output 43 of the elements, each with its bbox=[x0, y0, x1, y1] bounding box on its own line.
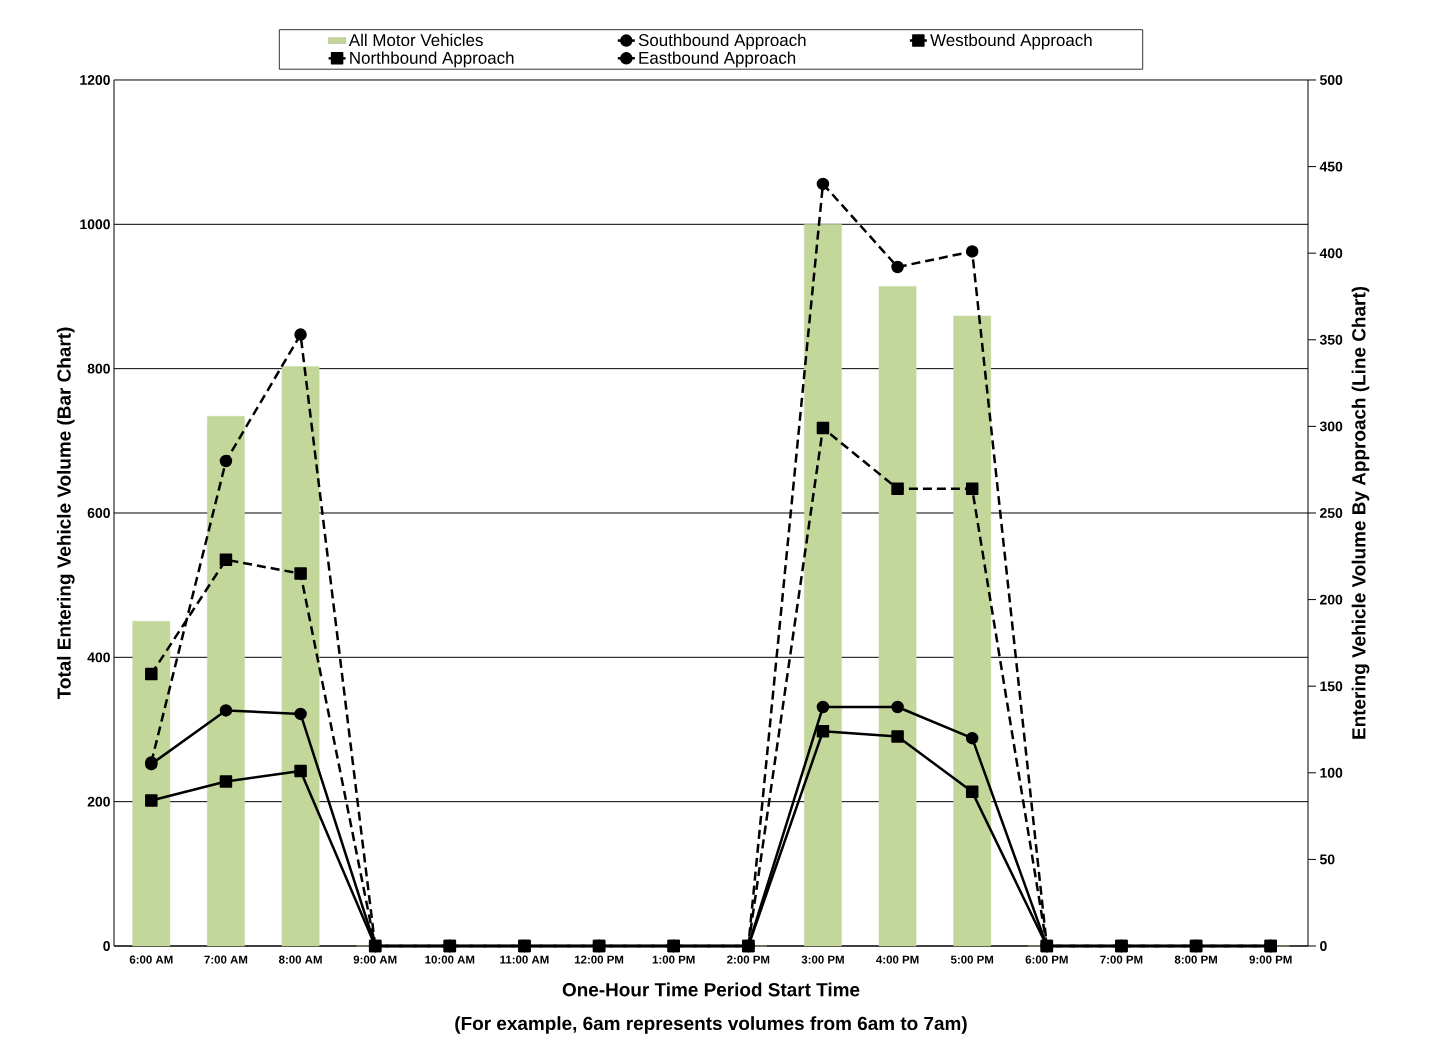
legend-label: Southbound Approach bbox=[638, 33, 806, 50]
y-axis-title: Total Entering Vehicle Volume (Bar Chart) bbox=[56, 327, 75, 700]
x-tick-label: 7:00 AM bbox=[204, 955, 248, 964]
y-tick-label: 800 bbox=[87, 363, 110, 374]
x-tick-label: 10:00 AM bbox=[425, 955, 475, 964]
y2-tick-label: 100 bbox=[1320, 767, 1343, 778]
legend-label: Eastbound Approach bbox=[639, 51, 796, 68]
y-tick-label: 1000 bbox=[80, 219, 110, 230]
x-tick-label: 7:00 PM bbox=[1100, 955, 1143, 964]
y-tick-label: 1200 bbox=[80, 75, 110, 85]
x-tick-label: 8:00 PM bbox=[1174, 955, 1217, 964]
x-tick-label: 3:00 PM bbox=[801, 955, 844, 964]
y2-tick-label: 200 bbox=[1320, 594, 1343, 605]
y-tick-label: 200 bbox=[87, 796, 110, 807]
y2-tick-label: 400 bbox=[1319, 248, 1343, 259]
x-tick-label: 1:00 PM bbox=[652, 955, 695, 964]
x-tick-label: 2:00 PM bbox=[727, 955, 770, 964]
y-tick-label: 400 bbox=[87, 652, 110, 663]
y-tick-label: 0 bbox=[103, 941, 110, 951]
x-tick-label: 9:00 AM bbox=[353, 955, 397, 964]
y-tick-label: 600 bbox=[87, 508, 110, 518]
y2-tick-label: 250 bbox=[1320, 508, 1343, 518]
y2-tick-label: 500 bbox=[1319, 75, 1343, 85]
x-tick-label: 8:00 AM bbox=[278, 955, 322, 964]
x-tick-label: 12:00 PM bbox=[574, 955, 624, 964]
x-axis-title: One-Hour Time Period Start Time bbox=[562, 982, 860, 997]
y2-tick-label: 150 bbox=[1320, 681, 1343, 692]
y2-tick-label: 350 bbox=[1319, 334, 1343, 345]
y2-tick-label: 450 bbox=[1319, 161, 1343, 172]
y2-tick-label: 300 bbox=[1319, 421, 1343, 432]
x-tick-label: 9:00 PM bbox=[1249, 955, 1292, 964]
x-tick-label: 5:00 PM bbox=[950, 955, 994, 964]
y2-tick-label: 50 bbox=[1319, 854, 1335, 865]
text: (For example, 6am represents volumes from 6am to 7am) bbox=[455, 1016, 967, 1034]
x-tick-label: 6:00 AM bbox=[129, 955, 173, 964]
legend-label: Westbound Approach bbox=[930, 33, 1092, 50]
legend-label: All Motor Vehicles bbox=[348, 33, 483, 47]
legend-label: Northbound Approach bbox=[350, 51, 514, 68]
y2-tick-label: 0 bbox=[1320, 941, 1327, 951]
x-tick-label: 6:00 PM bbox=[1025, 955, 1068, 964]
x-tick-label: 4:00 PM bbox=[876, 955, 919, 964]
y2-axis-title: Entering Vehicle Volume By Approach (Line Chart) bbox=[1351, 286, 1370, 739]
x-tick-label: 11:00 AM bbox=[500, 955, 549, 964]
